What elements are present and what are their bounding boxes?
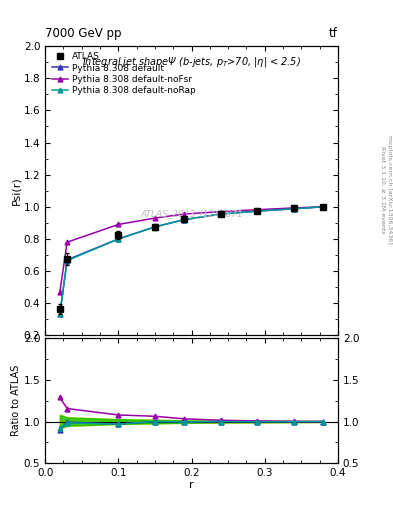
- Text: ATLAS_2013_I1243871: ATLAS_2013_I1243871: [140, 209, 243, 218]
- Y-axis label: Psi(r): Psi(r): [11, 176, 21, 205]
- Text: Integral jet shapeΨ (b-jets, p$_T$>70, |η| < 2.5): Integral jet shapeΨ (b-jets, p$_T$>70, |…: [82, 55, 301, 69]
- Text: 7000 GeV pp: 7000 GeV pp: [45, 27, 122, 40]
- Text: tf: tf: [329, 27, 338, 40]
- X-axis label: r: r: [189, 480, 194, 489]
- Legend: ATLAS, Pythia 8.308 default, Pythia 8.308 default-noFsr, Pythia 8.308 default-no: ATLAS, Pythia 8.308 default, Pythia 8.30…: [50, 51, 198, 97]
- Text: Rivet 3.1.10, ≥ 3.1M events: Rivet 3.1.10, ≥ 3.1M events: [381, 146, 386, 233]
- Y-axis label: Ratio to ATLAS: Ratio to ATLAS: [11, 365, 21, 436]
- Text: mcplots.cern.ch [arXiv:1306.3436]: mcplots.cern.ch [arXiv:1306.3436]: [387, 135, 391, 244]
